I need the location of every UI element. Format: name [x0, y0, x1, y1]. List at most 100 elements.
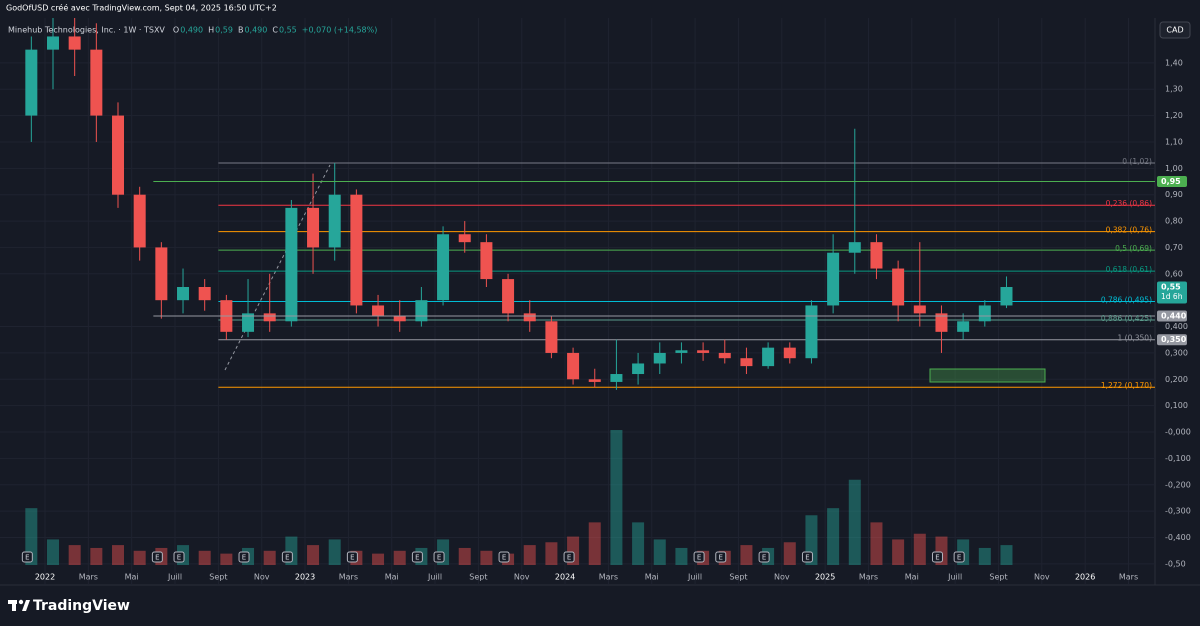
earnings-label: E: [935, 554, 939, 562]
fib-label: 0,786 (0,495): [1101, 296, 1152, 305]
y-tick-label: 0,70: [1165, 243, 1183, 252]
volume-bar: [675, 547, 688, 565]
candle-body: [47, 36, 59, 50]
candle-body: [198, 286, 211, 301]
earnings-label: E: [437, 554, 441, 562]
currency-button[interactable]: [1159, 21, 1191, 39]
candle-body: [437, 234, 450, 301]
fib-label: 0,886 (0,425): [1101, 314, 1152, 323]
candle-body: [632, 363, 645, 375]
fib-label: 0 (1,02): [1122, 157, 1152, 166]
candle-body: [848, 242, 861, 253]
candle-body: [1000, 286, 1013, 306]
earnings-marker: [433, 551, 445, 563]
legend-key: O: [173, 26, 179, 35]
x-tick-label: Juill: [167, 573, 182, 582]
earnings-marker: [563, 551, 575, 563]
x-tick-label: 2023: [295, 573, 315, 582]
candle-body: [90, 49, 103, 116]
candle-body: [740, 358, 753, 367]
price-tag-label: 0,440: [1161, 312, 1187, 321]
price-tag: [1157, 334, 1187, 346]
volume-bar: [913, 533, 926, 565]
y-tick-label: -0,400: [1165, 533, 1191, 542]
earnings-label: E: [762, 554, 766, 562]
fib-label: 0,5 (0,69): [1115, 244, 1152, 253]
y-tick-label: 1,30: [1165, 85, 1183, 94]
x-tick-label: 2024: [555, 573, 575, 582]
volume-bar: [328, 539, 341, 565]
candle-body: [653, 352, 666, 364]
candle-body: [588, 379, 601, 382]
x-tick-label: 2026: [1075, 573, 1095, 582]
x-tick-label: Nov: [254, 573, 270, 582]
price-tag: [1157, 310, 1187, 322]
candle-body: [783, 347, 796, 359]
earnings-label: E: [177, 554, 181, 562]
earnings-marker: [715, 551, 727, 563]
x-tick-label: Juill: [947, 573, 962, 582]
volume-bar: [90, 547, 103, 565]
volume-bar: [632, 522, 645, 565]
fib-label: 1,272 (0,170): [1101, 381, 1152, 390]
currency: CAD: [1166, 26, 1183, 35]
candle-body: [480, 242, 493, 280]
zone-box: [929, 368, 1046, 383]
candle-body: [68, 36, 81, 50]
candle-body: [935, 313, 948, 332]
earnings-label: E: [719, 554, 723, 562]
y-tick-label: 1,40: [1165, 58, 1183, 67]
candle-body: [133, 194, 146, 248]
earnings-marker: [801, 551, 813, 563]
candle-body: [112, 115, 125, 195]
y-tick-label: 0,400: [1165, 322, 1188, 331]
trend-line: [224, 164, 331, 371]
legend-key: H: [208, 26, 214, 35]
candle-body: [458, 234, 471, 243]
volume-bar: [870, 522, 883, 565]
y-tick-label: 1,00: [1165, 164, 1183, 173]
x-tick-label: Sept: [209, 573, 227, 582]
volume-bar: [458, 547, 471, 565]
x-tick-label: Mai: [385, 573, 399, 582]
volume-bar: [1000, 545, 1013, 565]
candle-body: [502, 279, 515, 314]
brand-logo: [8, 599, 30, 611]
candle-body: [523, 313, 536, 322]
earnings-label: E: [25, 554, 29, 562]
volume-bar: [783, 542, 796, 565]
volume-bar: [740, 545, 753, 565]
candle-body: [328, 194, 341, 248]
candle-body: [870, 242, 883, 269]
candle-body: [697, 350, 710, 353]
legend-value: 0,55: [279, 26, 297, 35]
x-tick-label: Nov: [774, 573, 790, 582]
earnings-marker: [151, 551, 163, 563]
price-tag: [1157, 176, 1187, 188]
x-tick-label: Mai: [125, 573, 139, 582]
price-tag-label: 0,55: [1161, 282, 1181, 291]
volume-bar: [827, 508, 840, 565]
earnings-label: E: [502, 554, 506, 562]
earnings-marker: [411, 551, 423, 563]
y-tick-label: 0,200: [1165, 375, 1188, 384]
candle-body: [762, 347, 775, 367]
volume-bar: [653, 539, 666, 565]
candle-body: [177, 286, 190, 301]
earnings-label: E: [242, 554, 246, 562]
legend-key: B: [238, 26, 244, 35]
volume-bar: [545, 542, 558, 565]
volume-bar: [220, 553, 233, 565]
y-tick-label: -0,000: [1165, 428, 1191, 437]
earnings-marker: [931, 551, 943, 563]
y-tick-label: -0,300: [1165, 507, 1191, 516]
candle-body: [827, 252, 840, 306]
candle-body: [567, 352, 580, 380]
earnings-marker: [346, 551, 358, 563]
candle-body: [545, 321, 558, 353]
candle-body: [242, 313, 255, 332]
earnings-label: E: [957, 554, 961, 562]
x-tick-label: Juill: [687, 573, 702, 582]
